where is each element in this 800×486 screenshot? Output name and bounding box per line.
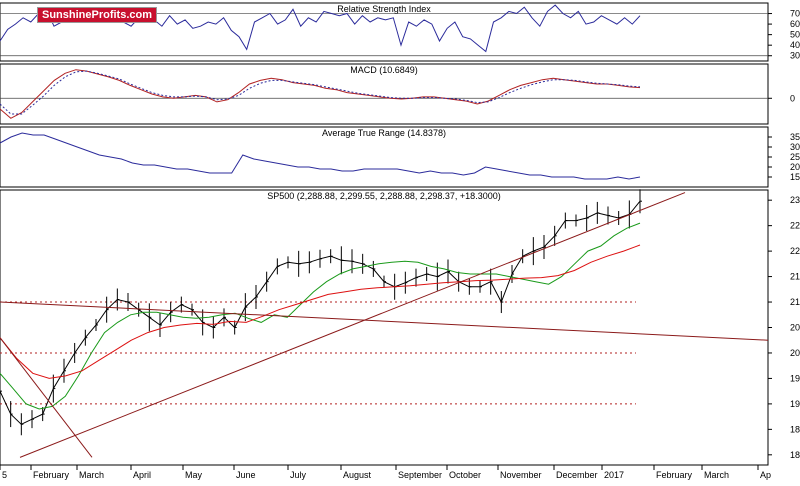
y-tick-label: 0 [790,93,795,103]
indicator-line-0 [0,132,641,180]
y-tick-label: 50 [790,30,800,40]
ma_long-line [0,244,641,379]
panel-frame [0,63,769,125]
y-tick-label: 1950 [790,373,800,383]
brand-logo: SunshineProfits.com [37,7,158,23]
y-tick-label: 15 [790,172,800,182]
y-tick-label: 2000 [790,348,800,358]
x-tick-label: July [290,470,307,480]
y-tick-label: 2150 [790,272,800,282]
x-tick-label: February [33,470,70,480]
y-tick-label: 2050 [790,323,800,333]
x-tick-label: March [79,470,104,480]
panel-title: Relative Strength Index [337,4,431,14]
y-tick-label: 20 [790,162,800,172]
x-axis: 5 February March April May June July August Sept… [0,464,771,480]
y-tick-label: 40 [790,40,800,50]
indicator-line-0 [0,69,641,119]
panel-1: MACD (10.6849) 0 [0,63,795,125]
y-tick-label: 70 [790,9,800,19]
y-tick-label: 35 [790,132,800,142]
x-tick-label: August [343,470,372,480]
x-tick-label: February [656,470,693,480]
panel-frame [0,2,769,62]
x-tick-label: April [133,470,151,480]
x-tick-label: May [185,470,203,480]
y-tick-label: 2100 [790,297,800,307]
x-tick-label: 2017 [604,470,624,480]
trendline [0,337,93,458]
panel-3: SP500 (2,288.88, 2,299.55, 2,288.88, 2,2… [0,189,800,466]
x-tick-label: June [236,470,256,480]
y-tick-label: 25 [790,152,800,162]
panel-title: Average True Range (14.8378) [322,128,446,138]
panel-title: SP500 (2,288.88, 2,299.55, 2,288.88, 2,2… [267,191,500,201]
x-tick-label: 5 [2,470,7,480]
y-tick-label: 60 [790,19,800,29]
y-tick-label: 30 [790,142,800,152]
x-tick-label: December [556,470,598,480]
x-tick-label: September [398,470,442,480]
panel-title: MACD (10.6849) [350,65,418,75]
x-tick-label: November [500,470,542,480]
trendline [19,192,686,458]
y-tick-label: 1900 [790,399,800,409]
ma_short-line [0,222,641,410]
y-tick-label: 1850 [790,424,800,434]
x-tick-label: March [704,470,729,480]
y-tick-label: 1800 [790,450,800,460]
y-tick-label: 2200 [790,246,800,256]
y-tick-label: 2300 [790,195,800,205]
y-tick-label: 30 [790,51,800,61]
y-tick-label: 2250 [790,221,800,231]
x-tick-label: Ap [760,470,771,480]
x-tick-label: October [449,470,481,480]
trendline [0,301,769,341]
